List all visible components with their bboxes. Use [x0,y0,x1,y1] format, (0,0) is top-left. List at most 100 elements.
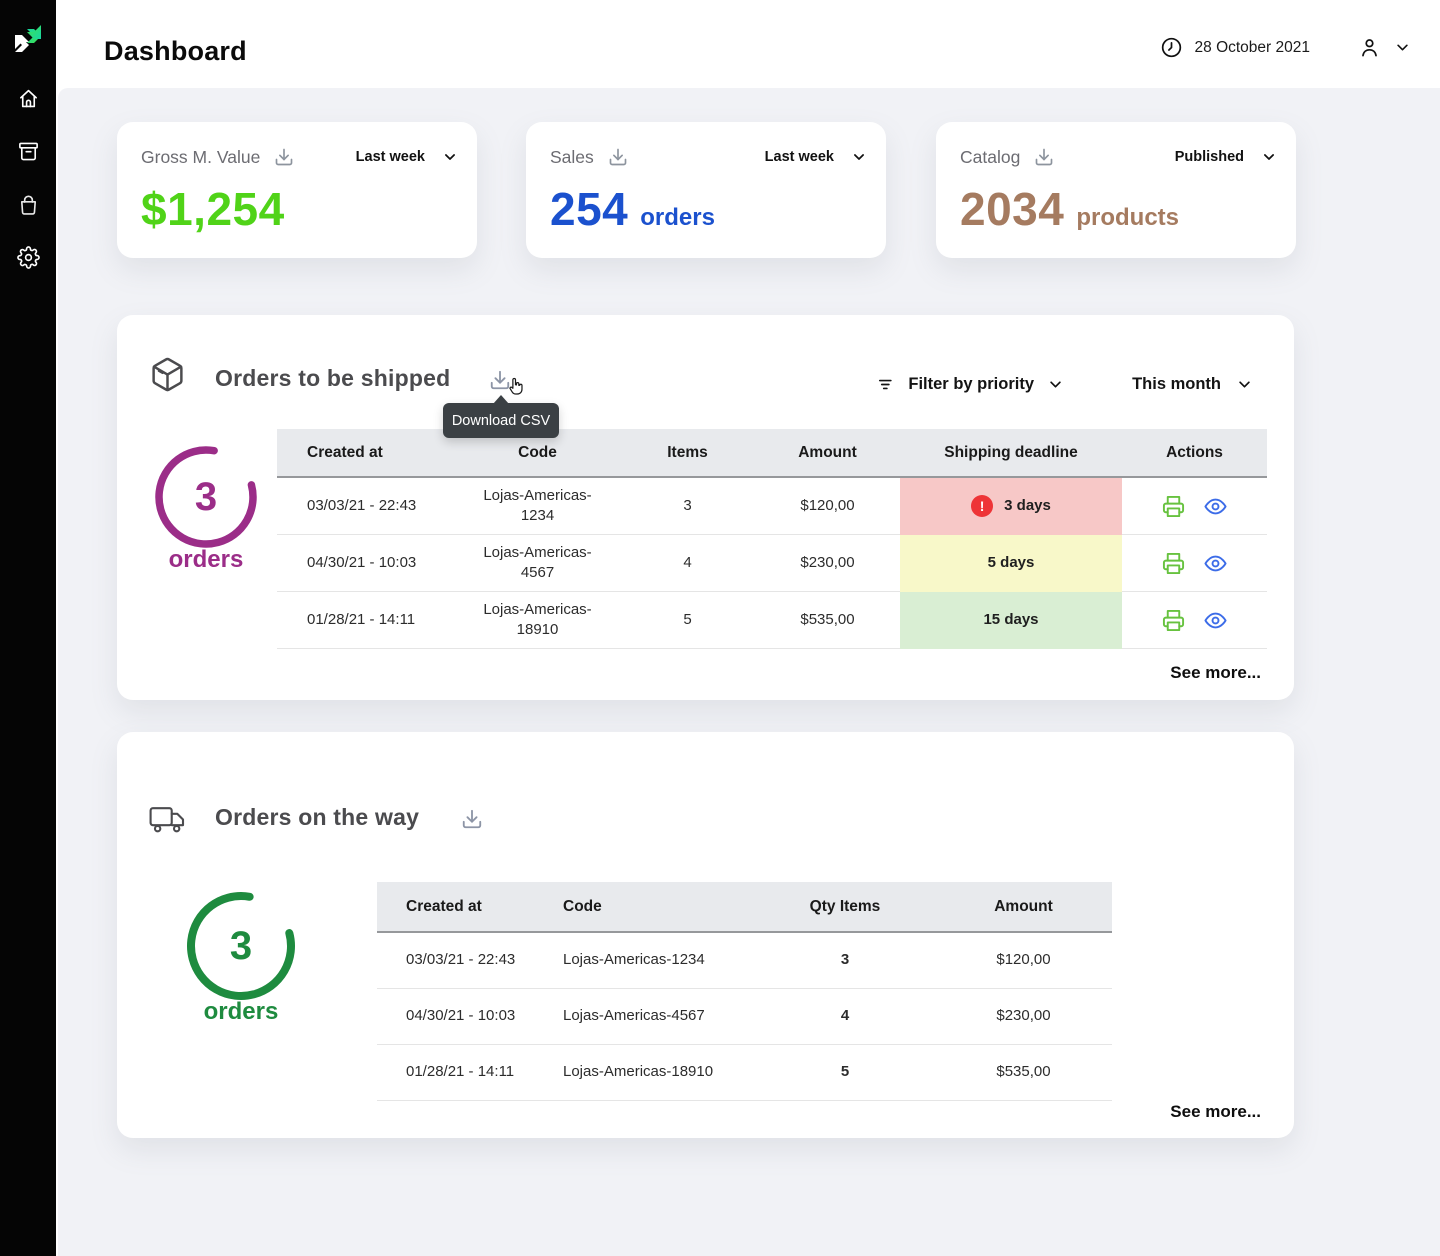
section-title: Orders to be shipped [215,365,451,391]
column-header: Actions [1122,429,1267,478]
stat-filter-dropdown[interactable]: Last week [355,149,425,165]
see-more-link[interactable]: See more... [1170,1102,1261,1121]
shipped-orders-count: 3 [194,474,218,519]
download-csv-icon[interactable] [461,808,483,830]
sidebar [0,0,56,1256]
on-the-way-orders-table: Created at Code Qty Items Amount 03/03/21 -… [377,882,1112,1101]
sidebar-nav [0,86,56,269]
section-title: Orders on the way [215,804,420,830]
qty-items-cell: 4 [755,988,935,1045]
shipped-order-row: 03/03/21 - 22:43 Lojas-Americas-1234 3 $120… [277,477,1267,535]
stat-value: 254 [550,183,629,235]
column-header: Created at [377,882,540,933]
gear-icon [16,245,40,269]
stat-value: 2034 [960,183,1065,235]
created-at-cell: 04/30/21 - 10:03 [277,534,455,592]
column-header: Amount [755,429,900,478]
chevron-down-icon [1395,40,1410,55]
amount-cell: $120,00 [755,477,900,535]
urgent-alert-icon: ! [971,495,994,518]
column-header: Items [620,429,755,478]
created-at-cell: 01/28/21 - 14:11 [277,591,455,649]
actions-cell [1122,591,1267,649]
download-icon[interactable] [608,147,628,167]
chevron-down-icon[interactable] [1262,150,1276,164]
shipping-deadline-cell: ! 3 days [900,477,1122,535]
download-csv-icon[interactable] [489,369,511,391]
chevron-down-icon [1048,377,1063,392]
items-count-cell: 5 [620,591,755,649]
deadline-text: 5 days [987,553,1035,571]
items-count-cell: 4 [620,534,755,592]
sidebar-item-orders[interactable] [13,139,43,163]
sidebar-item-products[interactable] [13,192,43,216]
actions-cell [1122,534,1267,592]
filter-by-priority-dropdown[interactable]: Filter by priority [877,375,1063,394]
print-order-button[interactable] [1162,552,1185,575]
download-icon[interactable] [1034,147,1054,167]
amount-cell: $120,00 [935,932,1112,989]
shipped-orders-count-donut: 3 [146,437,266,557]
created-at-cell: 04/30/21 - 10:03 [377,988,540,1045]
order-code-cell: Lojas-Americas-4567 [540,988,755,1045]
qty-items-cell: 3 [755,932,935,989]
stat-label: Catalog [960,146,1021,167]
stat-card-gross-value: Gross M. Value Last week $1,254 [117,122,477,258]
column-header: Amount [935,882,1112,933]
column-header: Created at [277,429,455,478]
chevron-down-icon[interactable] [443,150,457,164]
amount-cell: $230,00 [935,988,1112,1045]
order-code-cell: Lojas-Americas-18910 [540,1044,755,1101]
stat-label: Sales [550,146,594,167]
main-content: Gross M. Value Last week $1,254 Sales [58,88,1440,1256]
stat-filter-dropdown[interactable]: Published [1174,149,1244,165]
order-code-cell: Lojas-Americas-1234 [455,477,620,535]
stat-value: $1,254 [141,183,285,235]
tooltip-download-csv: Download CSV [443,395,559,438]
on-the-way-orders-count: 3 [229,923,253,968]
deadline-text: 3 days [1004,497,1051,515]
column-header: Shipping deadline [900,429,1122,478]
view-order-button[interactable] [1204,495,1227,518]
stat-label: Gross M. Value [141,146,261,167]
orders-on-the-way-card: Orders on the way 3 orders Created at Cod… [117,732,1294,1138]
on-the-way-orders-count-donut: 3 [179,884,303,1008]
period-dropdown[interactable]: This month [1132,375,1252,394]
chevron-down-icon[interactable] [852,150,866,164]
shipped-orders-count-label: orders [168,546,244,573]
current-date: 28 October 2021 [1194,38,1310,56]
sidebar-item-home[interactable] [13,86,43,110]
see-more-link[interactable]: See more... [1170,663,1261,682]
table-header-row: Created at Code Items Amount Shipping deadli… [277,429,1267,478]
on-the-way-order-row: 01/28/21 - 14:11 Lojas-Americas-18910 5 $53… [377,1044,1112,1101]
user-icon [1358,36,1381,59]
stat-filter-dropdown[interactable]: Last week [764,149,834,165]
shipped-order-row: 01/28/21 - 14:11 Lojas-Americas-18910 5 $53… [277,591,1267,649]
filter-priority-label: Filter by priority [908,375,1034,393]
actions-cell [1122,477,1267,535]
view-order-button[interactable] [1204,552,1227,575]
amount-cell: $535,00 [755,591,900,649]
created-at-cell: 03/03/21 - 22:43 [377,932,540,989]
download-icon[interactable] [274,147,294,167]
top-bar: Dashboard 28 October 2021 [56,0,1440,88]
deadline-text: 15 days [983,610,1039,628]
shipped-order-row: 04/30/21 - 10:03 Lojas-Americas-4567 4 $230… [277,534,1267,592]
shipping-deadline-cell: 15 days [900,591,1122,649]
page-title: Dashboard [104,36,247,66]
sidebar-item-settings[interactable] [13,245,43,269]
amount-cell: $230,00 [755,534,900,592]
amount-cell: $535,00 [935,1044,1112,1101]
created-at-cell: 01/28/21 - 14:11 [377,1044,540,1101]
mouse-cursor-hand-icon [505,376,526,397]
print-order-button[interactable] [1162,609,1185,632]
print-order-button[interactable] [1162,495,1185,518]
home-icon [17,87,40,110]
column-header: Qty Items [755,882,935,933]
brand-logo-icon[interactable] [13,22,43,52]
user-menu[interactable] [1358,36,1410,59]
stat-unit: products [1076,204,1180,231]
view-order-button[interactable] [1204,609,1227,632]
on-the-way-orders-count-label: orders [203,998,279,1025]
column-header: Code [540,882,755,933]
